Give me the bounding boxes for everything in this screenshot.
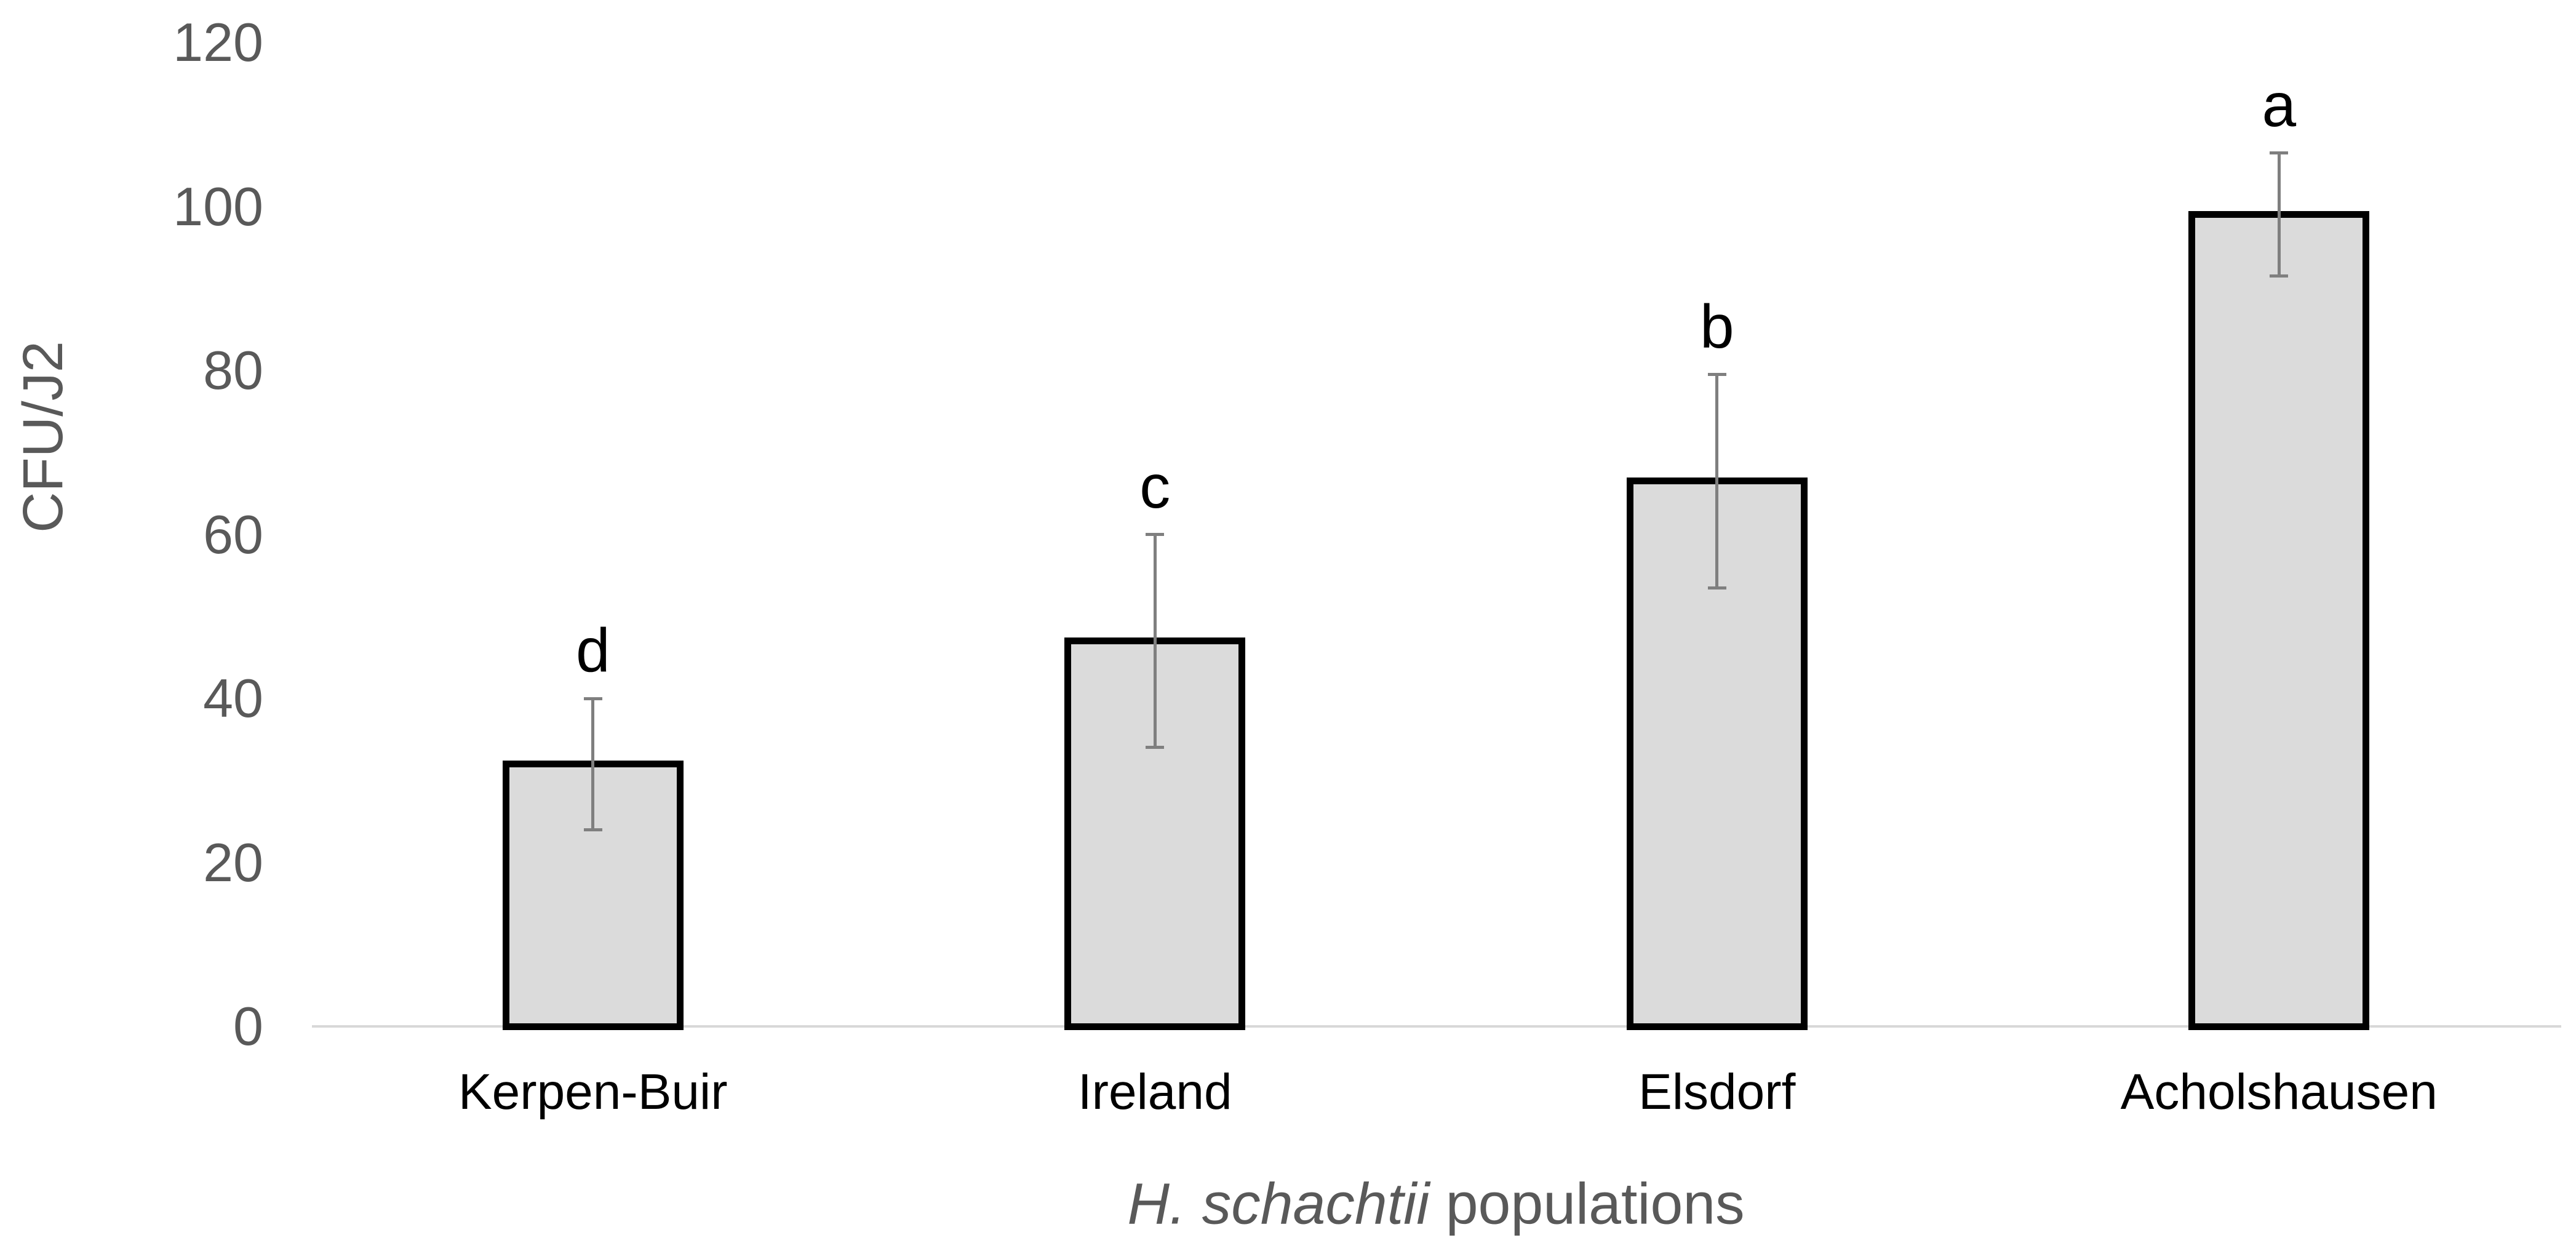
- x-axis-title: H. schachtii populations: [312, 1175, 2560, 1234]
- error-bar-line: [2277, 153, 2281, 276]
- error-bar-cap: [1707, 373, 1726, 377]
- y-tick-label: 80: [203, 340, 263, 401]
- y-tick-label: 20: [203, 831, 263, 893]
- error-bar-cap: [1707, 586, 1726, 590]
- x-axis-title-regular-part: populations: [1429, 1171, 1745, 1237]
- y-tick-label: 60: [203, 503, 263, 565]
- error-bar-cap: [583, 697, 602, 700]
- error-bar-cap: [1146, 533, 1165, 536]
- significance-letter: d: [575, 616, 610, 685]
- x-category-label-ireland: Ireland: [1077, 1064, 1232, 1120]
- error-bar-cap: [583, 828, 602, 831]
- error-bar-cap: [2270, 151, 2289, 155]
- error-bar-cap: [1146, 746, 1165, 749]
- x-category-label-elsdorf: Elsdorf: [1638, 1064, 1796, 1120]
- error-bar-cap: [2270, 274, 2289, 278]
- bar-acholshausen: [2188, 210, 2370, 1030]
- y-tick-label: 40: [203, 668, 263, 729]
- y-tick-label: 120: [173, 12, 263, 73]
- significance-letter: b: [1699, 292, 1734, 361]
- x-axis-title-italic-part: H. schachtii: [1127, 1171, 1430, 1237]
- x-category-label-acholshausen: Acholshausen: [2120, 1064, 2438, 1120]
- y-tick-label: 0: [233, 996, 263, 1057]
- x-axis-line: [312, 1025, 2561, 1028]
- error-bar-line: [1715, 374, 1719, 588]
- significance-letter: c: [1139, 452, 1171, 521]
- x-category-label-kerpen-buir: Kerpen-Buir: [458, 1064, 728, 1120]
- significance-letter: a: [2262, 70, 2297, 140]
- error-bar-line: [591, 698, 595, 830]
- y-tick-label: 100: [173, 175, 263, 237]
- error-bar-line: [1153, 534, 1157, 748]
